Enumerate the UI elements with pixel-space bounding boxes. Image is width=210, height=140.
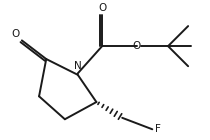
Text: F: F (155, 124, 160, 134)
Text: O: O (133, 41, 141, 51)
Text: O: O (11, 29, 20, 39)
Text: O: O (98, 3, 106, 13)
Text: N: N (74, 61, 82, 71)
